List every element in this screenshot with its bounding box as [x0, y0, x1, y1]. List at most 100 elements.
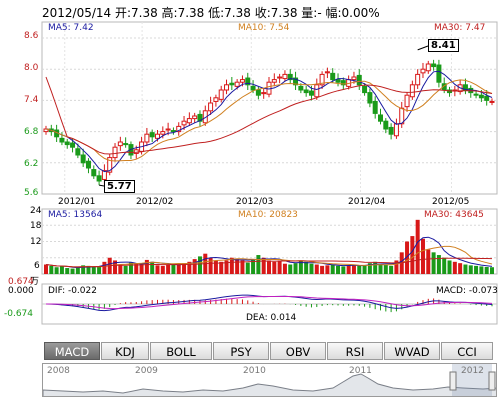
low-price-marker: 5.77	[104, 180, 135, 193]
candle-body	[298, 85, 304, 91]
volume-bar	[367, 263, 372, 274]
candle-body	[287, 73, 293, 81]
volume-bar	[187, 261, 192, 274]
navigator-year: 2010	[243, 366, 266, 376]
candle-body	[123, 143, 129, 146]
macd-y-tick: -0.674	[4, 309, 34, 319]
candle-body	[170, 130, 176, 133]
volume-bar	[394, 260, 399, 274]
macd-dea-line	[46, 295, 493, 310]
navigator-year: 2011	[349, 366, 372, 376]
candle-body	[388, 126, 394, 135]
candle-body	[144, 133, 150, 143]
macd-y-tick: 0.000	[8, 286, 34, 296]
volume-bar	[102, 261, 107, 274]
volume-bar	[341, 266, 346, 274]
volume-bar	[436, 255, 441, 274]
volume-y-tick: 24	[30, 206, 42, 216]
tab-boll[interactable]: BOLL	[150, 342, 212, 360]
volume-bar	[362, 265, 367, 274]
candle-body	[324, 71, 330, 74]
volume-bar	[431, 252, 436, 274]
candle-body	[462, 84, 468, 91]
candle-body	[277, 76, 283, 79]
candle-body	[192, 115, 198, 120]
tab-obv[interactable]: OBV	[270, 342, 326, 360]
tab-psy[interactable]: PSY	[213, 342, 269, 360]
volume-bar	[176, 264, 181, 274]
candle-body	[367, 92, 373, 104]
navigator-selection[interactable]	[452, 364, 492, 397]
candle-body	[218, 89, 224, 100]
candle-body	[165, 128, 171, 131]
tab-macd[interactable]: MACD	[44, 342, 100, 360]
range-navigator[interactable]: 2008 2009 2010 2011 2012	[42, 363, 497, 397]
volume-bar	[134, 263, 139, 274]
candle-body	[266, 81, 272, 95]
price-y-tick: 7.4	[24, 95, 39, 105]
candle-body	[261, 92, 267, 95]
volume-bar	[224, 260, 229, 274]
navigator-right-handle[interactable]	[488, 371, 496, 391]
volume-bar	[123, 265, 128, 274]
tab-rsi[interactable]: RSI	[327, 342, 383, 360]
volume-bar	[97, 266, 102, 274]
candle-body	[484, 95, 490, 101]
candle-body	[293, 77, 299, 86]
candle-body	[383, 120, 389, 130]
price-x-tick: 2012/04	[348, 197, 386, 207]
price-x-tick: 2012/03	[236, 197, 274, 207]
high-price-marker: 8.41	[428, 39, 459, 52]
candle-body	[319, 73, 325, 86]
volume-bar	[44, 264, 48, 274]
volume-ma5-label: MA5: 13564	[48, 210, 103, 220]
volume-bar	[442, 257, 447, 274]
volume-bar	[272, 261, 277, 274]
volume-bar	[346, 265, 351, 274]
price-x-tick: 2012/02	[136, 197, 174, 207]
volume-bar	[389, 265, 394, 274]
candle-body	[234, 81, 240, 87]
volume-bar	[304, 261, 309, 274]
volume-bar	[128, 262, 133, 274]
volume-bar	[54, 267, 59, 274]
candle-body	[239, 79, 245, 83]
volume-bar	[91, 266, 96, 274]
volume-bar	[192, 259, 197, 274]
candle-body	[431, 63, 437, 68]
navigator-left-handle[interactable]	[449, 371, 457, 391]
candle-body	[91, 169, 97, 177]
volume-bar	[458, 263, 463, 274]
candle-body	[335, 79, 341, 83]
candle-body	[308, 90, 314, 96]
volume-bar	[309, 263, 314, 274]
volume-unit-label: 万	[30, 277, 40, 287]
candle-body	[330, 72, 336, 81]
volume-bar	[373, 261, 378, 274]
volume-bar	[420, 238, 425, 274]
price-ma30-line	[45, 76, 493, 155]
volume-bar	[468, 265, 473, 274]
tab-wvad[interactable]: WVAD	[384, 342, 440, 360]
volume-ma10-line	[45, 245, 493, 268]
candle-body	[213, 97, 219, 102]
macd-y-tick: 0.674	[8, 277, 34, 287]
volume-bar	[208, 257, 213, 274]
candle-body	[181, 120, 187, 126]
volume-bar	[118, 264, 123, 274]
price-ma5-label: MA5: 7.42	[48, 23, 94, 33]
price-x-tick: 2012/01	[58, 197, 96, 207]
candle-body	[436, 64, 442, 83]
volume-bar	[426, 249, 431, 274]
tab-kdj[interactable]: KDJ	[101, 342, 149, 360]
candle-body	[415, 73, 421, 86]
tab-cci[interactable]: CCI	[441, 342, 493, 360]
candle-body	[378, 114, 383, 122]
navigator-area	[43, 373, 496, 396]
volume-bar	[113, 260, 118, 274]
navigator-year: 2008	[47, 366, 70, 376]
candle-body	[478, 94, 484, 99]
volume-bar	[267, 260, 271, 274]
candle-body	[80, 154, 86, 164]
candle-body	[229, 82, 235, 86]
